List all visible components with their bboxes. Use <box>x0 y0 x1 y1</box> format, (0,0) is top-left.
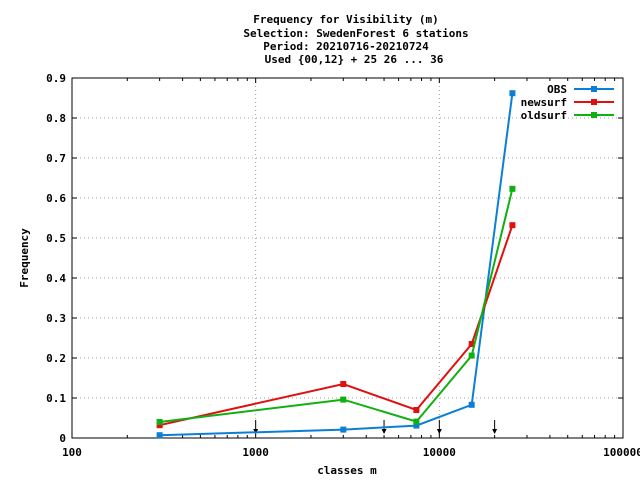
series-line <box>159 93 514 437</box>
class-boundary-arrowhead <box>381 429 387 434</box>
data-point <box>468 401 475 408</box>
series-newsurf <box>156 222 516 429</box>
data-point <box>156 432 163 439</box>
y-tick-label: 0.3 <box>46 312 66 325</box>
y-tick-label: 0.6 <box>46 192 66 205</box>
x-tick-label: 1000 <box>242 446 269 459</box>
x-axis-label: classes m <box>317 464 377 477</box>
data-point <box>340 426 347 433</box>
title-line-3: Period: 20210716-20210724 <box>263 40 429 53</box>
x-tick-label: 100000 <box>603 446 640 459</box>
y-tick-label: 0.4 <box>46 272 66 285</box>
y-tick-label: 0.8 <box>46 112 66 125</box>
y-tick-label: 0 <box>59 432 66 445</box>
class-boundary-markers <box>253 420 498 434</box>
x-tick-label: 100 <box>62 446 82 459</box>
data-point <box>413 418 420 425</box>
data-point <box>340 381 347 387</box>
legend-label: oldsurf <box>521 109 567 122</box>
series-line <box>159 224 514 427</box>
y-tick-label: 0.1 <box>46 392 66 405</box>
plot-frame <box>71 77 624 439</box>
y-tick-label: 0.7 <box>46 152 66 165</box>
y-tick-label: 0.2 <box>46 352 66 365</box>
data-point <box>509 90 516 97</box>
series-oldsurf <box>156 185 516 425</box>
data-point <box>156 419 163 425</box>
series-layer <box>156 90 516 439</box>
y-tick-label: 0.9 <box>46 72 66 85</box>
data-point <box>156 422 163 429</box>
data-point <box>413 407 420 413</box>
title-line-2: Selection: SwedenForest 6 stations <box>243 27 468 40</box>
title-line-4: Used {00,12} + 25 26 ... 36 <box>265 53 444 66</box>
legend-swatch-marker <box>591 99 597 105</box>
data-point <box>509 222 516 229</box>
grid <box>72 78 623 438</box>
data-point <box>509 185 516 192</box>
legend-label: newsurf <box>521 96 567 109</box>
class-boundary-arrowhead <box>492 429 498 434</box>
y-tick-label: 0.5 <box>46 232 66 245</box>
axis-ticks: 0 0.1 0.2 0.3 0.4 0.5 0.6 0.7 0.8 0.9 100 1000 10000… <box>46 72 640 459</box>
data-point <box>413 422 420 429</box>
legend-entry-newsurf: newsurf <box>521 96 614 109</box>
y-axis-label: Frequency <box>18 228 31 288</box>
legend-swatch-marker <box>591 112 597 118</box>
title-line-1: Frequency for Visibility (m) <box>253 13 438 26</box>
class-boundary-arrowhead <box>436 429 442 434</box>
series-line <box>159 188 514 423</box>
data-point <box>468 341 475 347</box>
legend-swatch-marker <box>591 86 597 92</box>
chart-title: Frequency for Visibility (m) Selection: … <box>243 13 468 66</box>
data-point <box>340 396 347 403</box>
legend-label: OBS <box>547 83 567 96</box>
x-tick-label: 10000 <box>423 446 456 459</box>
legend-entry-obs: OBS <box>547 83 614 96</box>
legend-entry-oldsurf: oldsurf <box>521 109 614 122</box>
data-point <box>468 352 475 359</box>
